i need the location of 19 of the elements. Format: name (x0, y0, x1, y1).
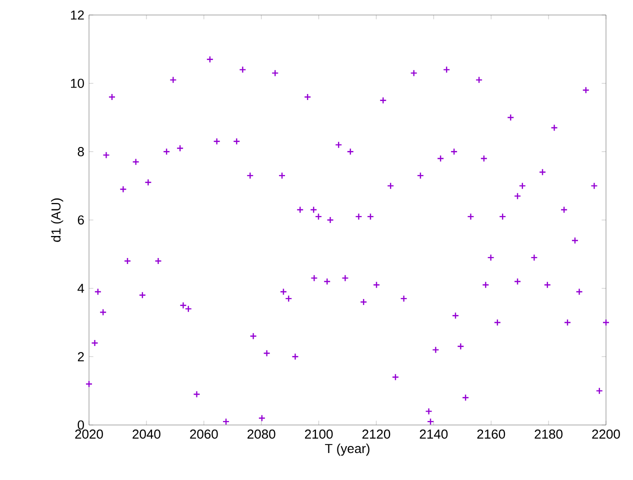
x-tick-label: 2180 (534, 430, 562, 439)
y-tick-label: 4 (78, 284, 84, 293)
x-tick-label: 2020 (75, 430, 103, 439)
x-axis-title: T (year) (325, 444, 370, 456)
x-tick-label: 2160 (477, 430, 506, 439)
x-tick-label: 2080 (248, 430, 276, 439)
x-tick-label: 2040 (132, 430, 160, 439)
x-tick-label: 2060 (190, 430, 218, 439)
y-tick-label: 10 (71, 78, 84, 88)
y-axis-title: d1 (AU) (51, 198, 64, 242)
y-tick-label: 0 (78, 420, 84, 430)
x-tick-label: 2100 (304, 430, 333, 439)
y-tick-label: 12 (71, 10, 84, 20)
y-tick-label: 2 (78, 352, 84, 362)
x-tick-label: 2140 (420, 430, 448, 439)
x-tick-label: 2120 (362, 430, 390, 439)
y-tick-label: 6 (78, 215, 84, 225)
x-tick-label: 2200 (592, 430, 620, 439)
y-tick-label: 8 (78, 147, 84, 156)
